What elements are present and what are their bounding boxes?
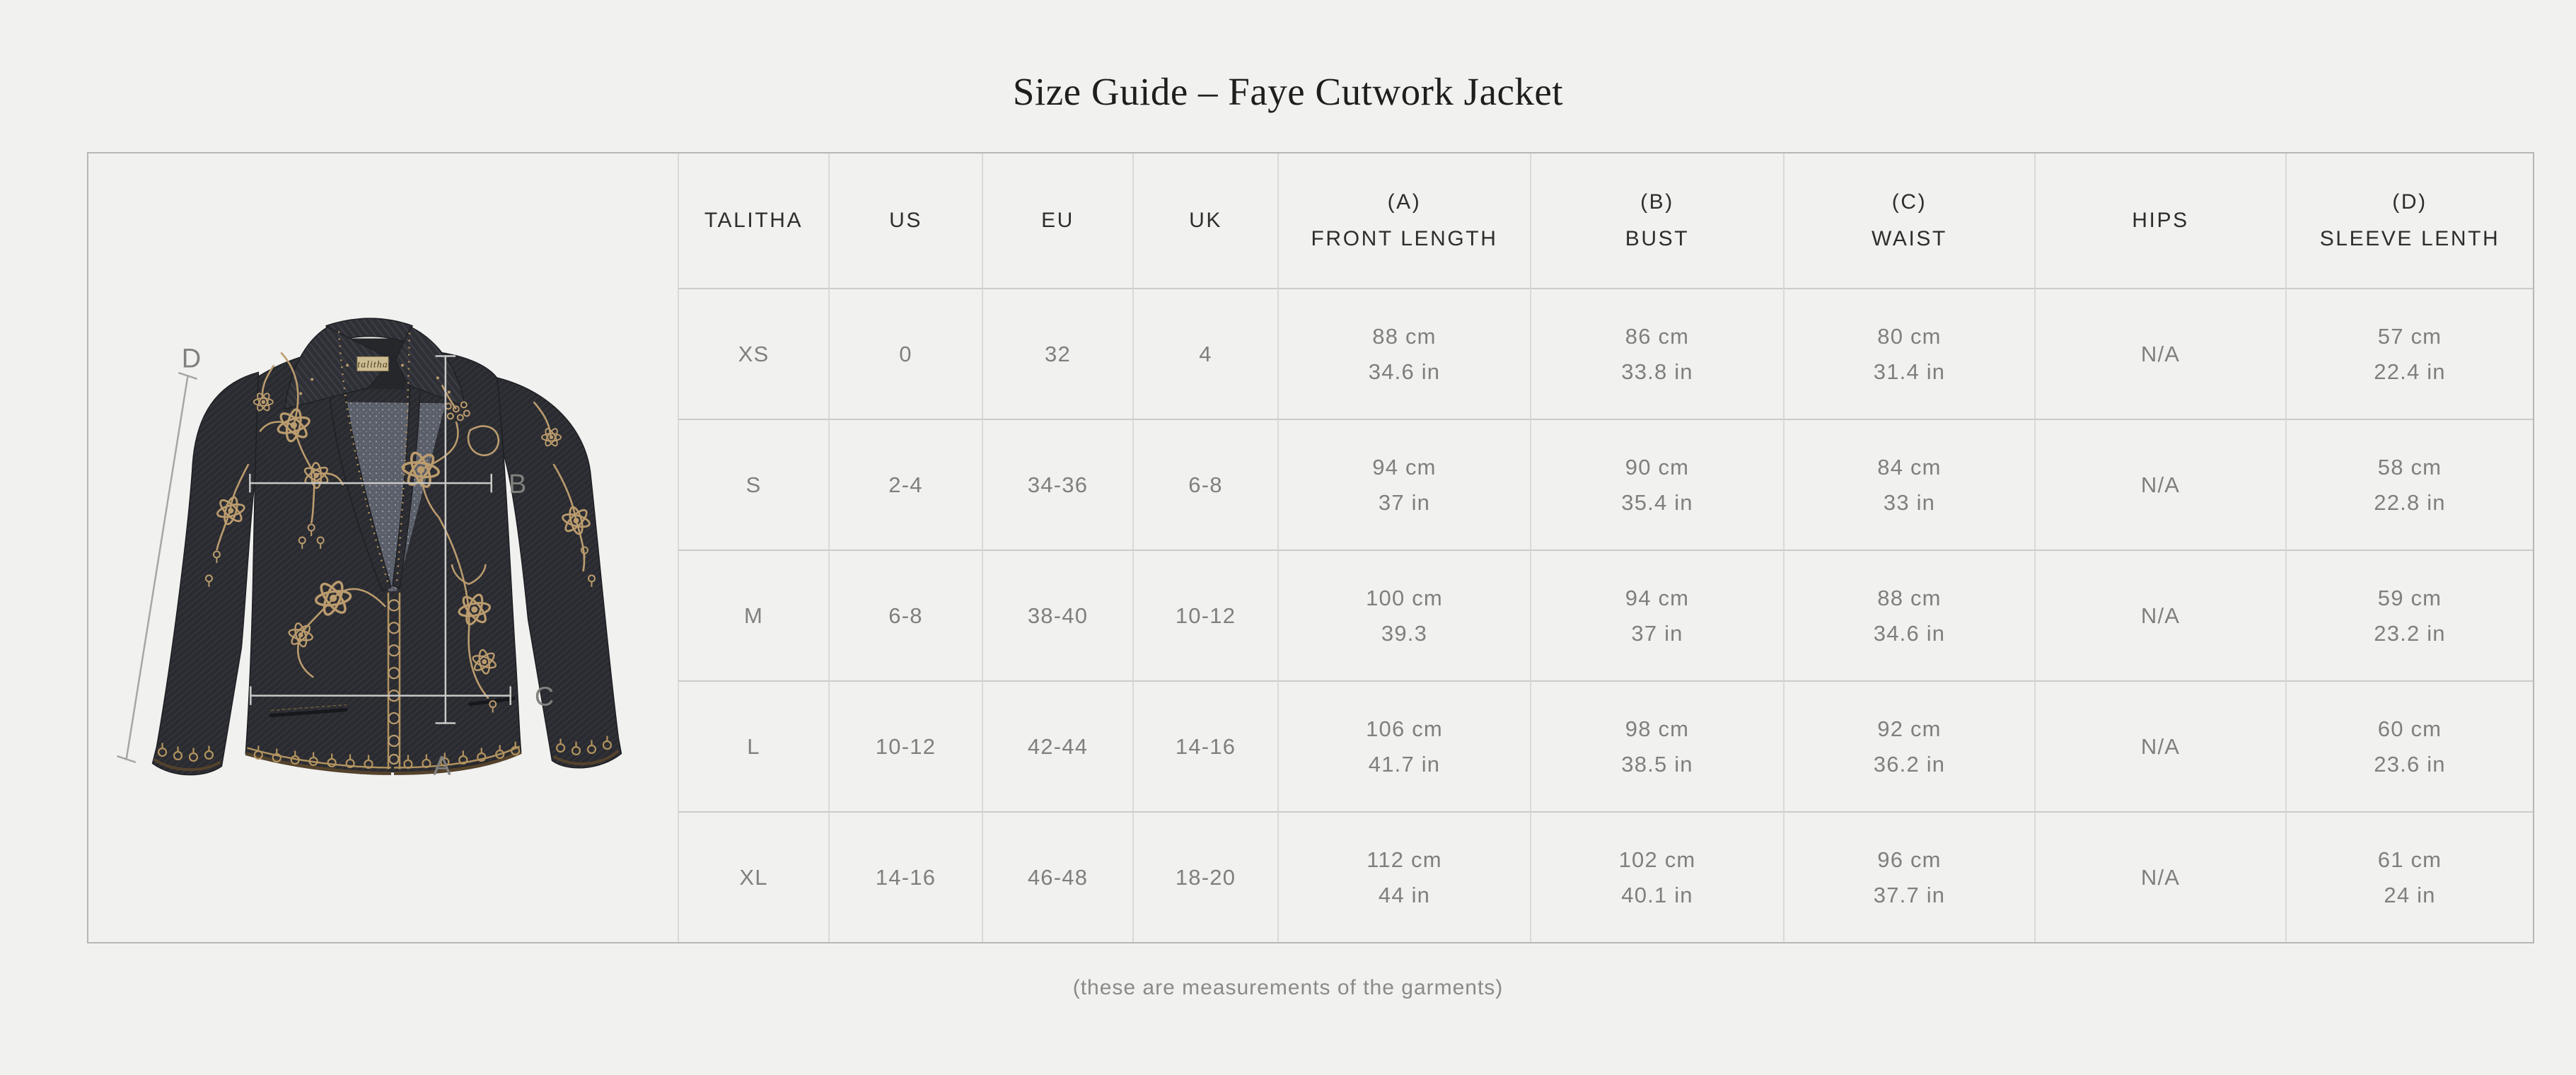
column-header-waist: (C) WAIST (1783, 153, 2034, 288)
size-cell: S (678, 419, 828, 550)
size-cell: N/A (2034, 288, 2285, 419)
size-cell: 10-12 (1132, 550, 1277, 680)
size-cell: N/A (2034, 419, 2285, 550)
column-header-uk: UK (1132, 153, 1277, 288)
size-cell: 57 cm 22.4 in (2285, 288, 2533, 419)
page-title: Size Guide – Faye Cutwork Jacket (1012, 70, 1564, 113)
label-c: C (535, 682, 555, 712)
column-header-eu: EU (982, 153, 1132, 288)
jacket-measurement-svg: talitha (117, 318, 622, 781)
size-cell: N/A (2034, 550, 2285, 680)
measurement-lines: D B C A (117, 344, 555, 781)
size-cell: 14-16 (828, 811, 982, 942)
size-cell: 18-20 (1132, 811, 1277, 942)
size-cell: 112 cm 44 in (1277, 811, 1530, 942)
size-cell: 84 cm 33 in (1783, 419, 2034, 550)
size-cell: N/A (2034, 811, 2285, 942)
size-cell: 59 cm 23.2 in (2285, 550, 2533, 680)
size-cell: 42-44 (982, 680, 1132, 811)
size-cell: 92 cm 36.2 in (1783, 680, 2034, 811)
size-cell: 90 cm 35.4 in (1530, 419, 1783, 550)
garment-diagram: talitha (88, 153, 678, 942)
size-cell: 38-40 (982, 550, 1132, 680)
size-cell: 88 cm 34.6 in (1783, 550, 2034, 680)
size-cell: 46-48 (982, 811, 1132, 942)
label-b: B (509, 470, 528, 499)
size-cell: 94 cm 37 in (1530, 550, 1783, 680)
size-cell: 60 cm 23.6 in (2285, 680, 2533, 811)
size-cell: 86 cm 33.8 in (1530, 288, 1783, 419)
size-cell: M (678, 550, 828, 680)
size-cell: XL (678, 811, 828, 942)
size-cell: 106 cm 41.7 in (1277, 680, 1530, 811)
sleeve-length-line (117, 371, 198, 764)
size-cell: L (678, 680, 828, 811)
size-cell: 6-8 (1132, 419, 1277, 550)
column-header-hips: HIPS (2034, 153, 2285, 288)
front-length-line (435, 355, 456, 724)
size-cell: N/A (2034, 680, 2285, 811)
column-header-us: US (828, 153, 982, 288)
embroidery (204, 351, 596, 714)
jacket-illustration: talitha (151, 318, 622, 776)
measurement-note: (these are measurements of the garments) (1072, 976, 1504, 999)
size-cell: 0 (828, 288, 982, 419)
bust-line (249, 473, 492, 493)
size-cell: 94 cm 37 in (1277, 419, 1530, 550)
size-guide-panel: talitha (87, 152, 2534, 943)
size-cell: 98 cm 38.5 in (1530, 680, 1783, 811)
size-cell: 102 cm 40.1 in (1530, 811, 1783, 942)
size-cell: 96 cm 37.7 in (1783, 811, 2034, 942)
brand-label: talitha (357, 359, 388, 370)
size-cell: 2-4 (828, 419, 982, 550)
size-cell: 61 cm 24 in (2285, 811, 2533, 942)
size-cell: 58 cm 22.8 in (2285, 419, 2533, 550)
size-cell: 6-8 (828, 550, 982, 680)
size-cell: 80 cm 31.4 in (1783, 288, 2034, 419)
size-cell: 100 cm 39.3 (1277, 550, 1530, 680)
size-cell: 4 (1132, 288, 1277, 419)
waist-line (250, 686, 511, 705)
size-table: TALITHA US EU UK (A) FRONT LENGTH (B) BU… (678, 153, 2533, 942)
column-header-talitha: TALITHA (678, 153, 828, 288)
size-cell: 34-36 (982, 419, 1132, 550)
label-d: D (182, 344, 202, 373)
column-header-bust: (B) BUST (1530, 153, 1783, 288)
column-header-front-length: (A) FRONT LENGTH (1277, 153, 1530, 288)
size-cell: 88 cm 34.6 in (1277, 288, 1530, 419)
label-a: A (433, 751, 452, 781)
size-cell: 14-16 (1132, 680, 1277, 811)
column-header-sleeve-length: (D) SLEEVE LENTH (2285, 153, 2533, 288)
size-cell: 32 (982, 288, 1132, 419)
placket-loops (388, 599, 400, 765)
size-cell: XS (678, 288, 828, 419)
size-cell: 10-12 (828, 680, 982, 811)
